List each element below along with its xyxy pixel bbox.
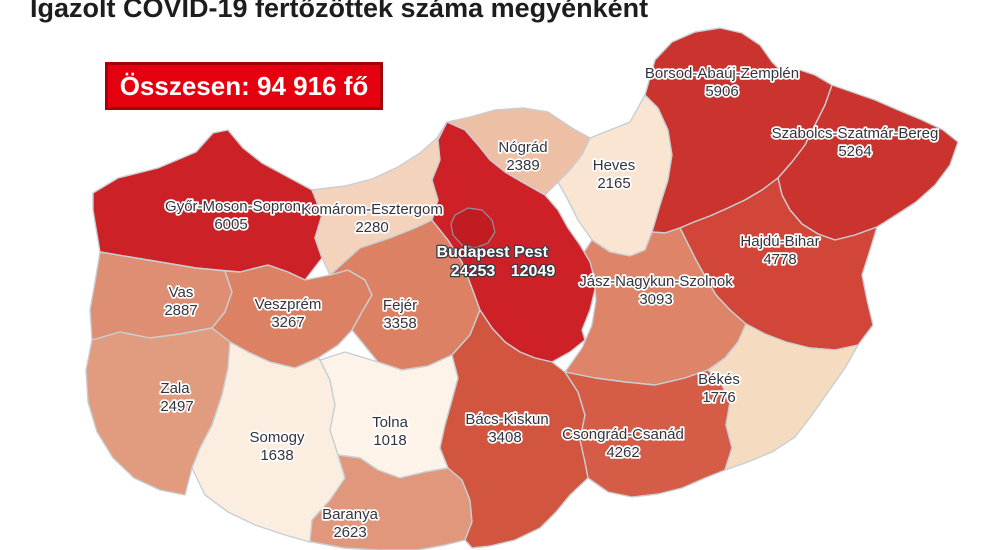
county-value-budapest: 24253 (451, 263, 496, 280)
county-name-tolna: Tolna (372, 414, 409, 431)
county-name-borsod-abauj-zemplen: Borsod-Abaúj-Zemplén (645, 65, 799, 82)
page-title: Igazolt COVID-19 fertőzöttek száma megyé… (30, 0, 649, 23)
county-name-fejer: Fejér (383, 297, 417, 314)
county-name-szabolcs-szatmar-bereg: Szabolcs-Szatmár-Bereg (772, 125, 939, 142)
total-badge-label: Összesen: 94 916 fő (119, 70, 369, 101)
county-name-zala: Zala (160, 380, 190, 397)
county-name-csongrad-csanad: Csongrád-Csanád (562, 426, 684, 443)
county-value-hajdu-bihar: 4778 (763, 251, 796, 268)
county-value-csongrad-csanad: 4262 (606, 444, 639, 461)
county-name-jasz-nagykun-szolnok: Jász-Nagykun-Szolnok (579, 273, 733, 290)
total-badge: Összesen: 94 916 fő (105, 62, 383, 110)
county-value-pest: 12049 (511, 263, 556, 280)
county-name-hajdu-bihar: Hajdú-Bihar (740, 233, 819, 250)
county-value-szabolcs-szatmar-bereg: 5264 (838, 143, 871, 160)
county-value-nograd: 2389 (506, 157, 539, 174)
county-name-vas: Vas (169, 284, 194, 301)
county-name-baranya: Baranya (322, 506, 379, 523)
county-name-komarom-esztergom: Komárom-Esztergom (301, 201, 443, 218)
county-value-zala: 2497 (160, 398, 193, 415)
county-value-somogy: 1638 (260, 447, 293, 464)
county-value-komarom-esztergom: 2280 (355, 219, 388, 236)
county-value-jasz-nagykun-szolnok: 3093 (639, 291, 672, 308)
county-name-pest: Pest (514, 244, 548, 261)
county-name-nograd: Nógrád (498, 139, 547, 156)
county-value-heves: 2165 (597, 175, 630, 192)
county-shape-budapest (450, 207, 496, 249)
county-value-gyor-moson-sopron: 6005 (214, 216, 247, 233)
county-name-veszprem: Veszprém (255, 296, 322, 313)
county-shape-bacs-kiskun (439, 309, 589, 549)
county-value-bacs-kiskun: 3408 (488, 429, 521, 446)
county-name-bacs-kiskun: Bács-Kiskun (465, 411, 548, 428)
county-shapes (85, 27, 959, 550)
county-shape-bekes (707, 323, 859, 471)
county-shape-pest (431, 121, 597, 363)
county-labels: Budapest 24253 Pest 12049 Győr-Moson-Sop… (159, 63, 940, 542)
county-name-budapest: Budapest (437, 244, 511, 261)
county-name-gyor-moson-sopron: Győr-Moson-Sopron (165, 198, 301, 215)
county-value-bekes: 1776 (702, 389, 735, 406)
county-shape-baranya (309, 454, 473, 550)
county-value-vas: 2887 (164, 302, 197, 319)
county-name-somogy: Somogy (249, 429, 305, 446)
county-shape-csongrad-csanad (564, 369, 733, 498)
county-name-heves: Heves (593, 157, 636, 174)
county-value-baranya: 2623 (333, 524, 366, 541)
county-value-borsod-abauj-zemplen: 5906 (705, 83, 738, 100)
county-value-tolna: 1018 (373, 432, 406, 449)
county-value-veszprem: 3267 (271, 314, 304, 331)
county-name-bekes: Békés (698, 371, 740, 388)
county-value-fejer: 3358 (383, 315, 416, 332)
